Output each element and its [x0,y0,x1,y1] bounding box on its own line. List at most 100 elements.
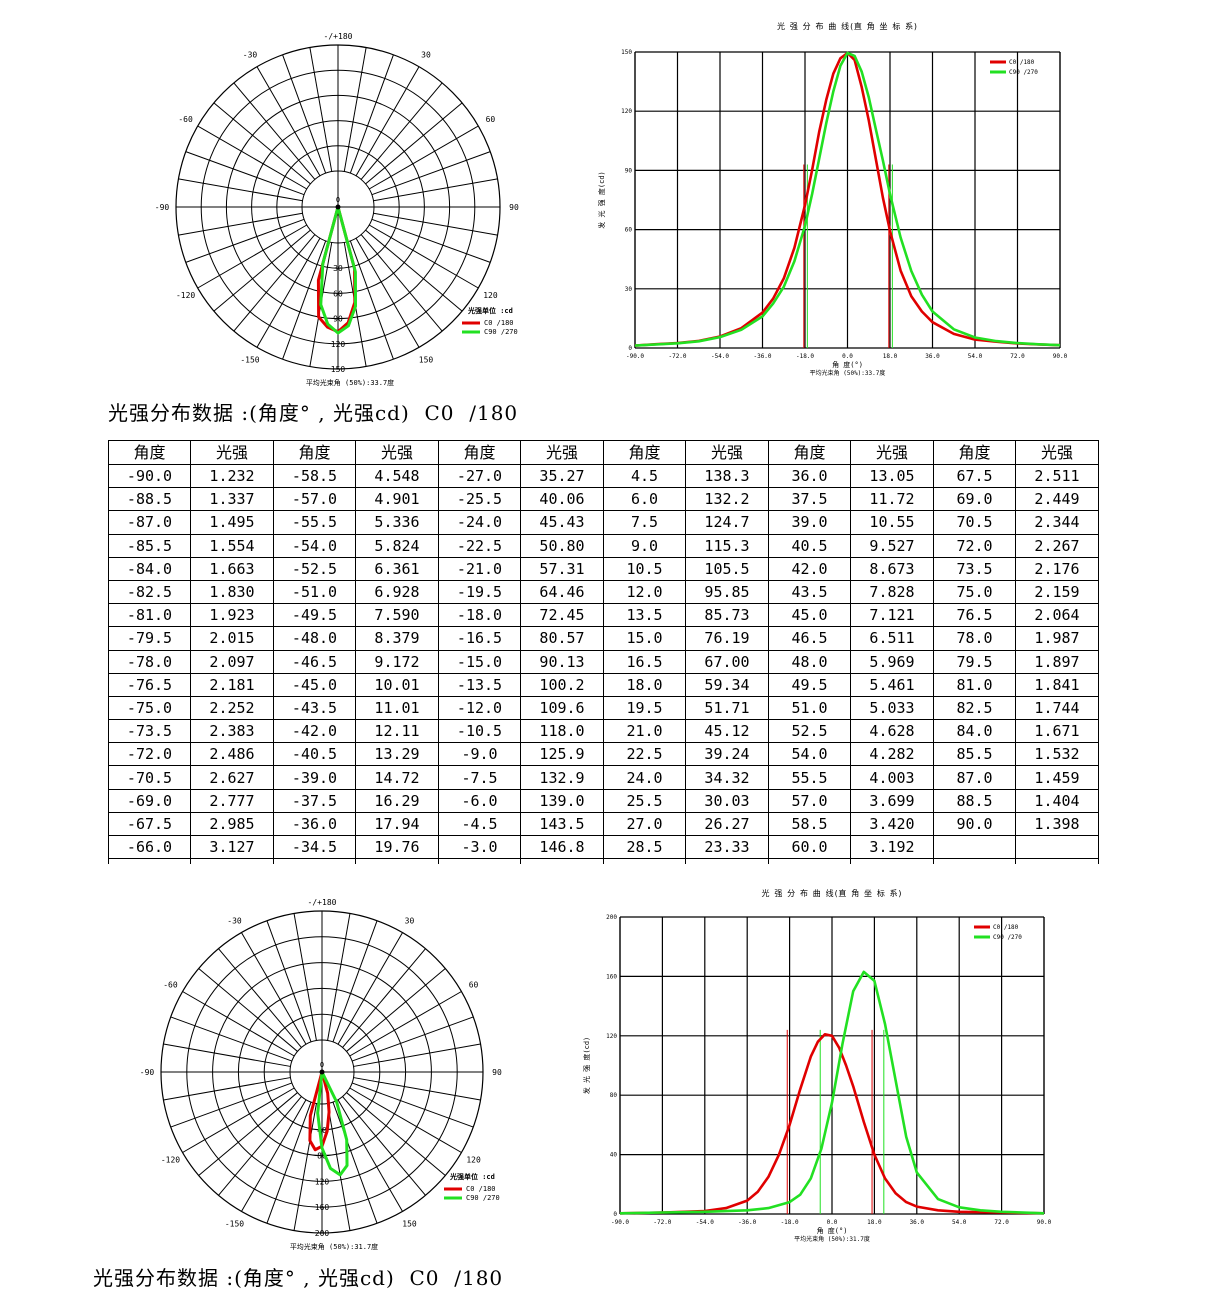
table-row: -76.5 2.181 -45.0 10.01 -13.5 100.2 18.0 59.34 4… [108,672,1099,697]
table-cell: -42.0 [273,719,356,744]
legend-entry: C90 /270 [1009,69,1038,76]
table-cell: -10.5 [438,719,521,744]
polar-series-curve [319,205,358,335]
polar-angle-label: -30 [227,916,242,925]
table-cell: 1.841 [1015,672,1099,697]
table-cell: 76.5 [933,603,1016,628]
polar-spoke [368,224,479,289]
y-tick-label: 120 [606,1033,617,1040]
table-row: -85.5 1.554 -54.0 5.824 -22.5 50.80 9.0 115.3 40… [108,533,1099,558]
table-cell: 139.0 [520,788,604,813]
table-cell: 46.5 [768,626,851,651]
table-cell: 79.5 [933,649,1016,674]
polar-angle-label: -150 [225,1220,244,1229]
table-cell: 1.987 [1015,626,1099,651]
polar-radial-label: 120 [315,1177,330,1186]
polar-spoke [346,1092,446,1176]
table-cell: -52.5 [273,556,356,581]
table-cell: -87.0 [108,510,191,535]
table-cell: -49.5 [273,603,356,628]
table-cell: -78.0 [108,649,191,674]
table-row: -90.0 1.232 -58.5 4.548 -27.0 35.27 4.5 138.3 36… [108,463,1099,489]
legend-entry: C90 /270 [484,328,518,336]
chart-title: 光 强 分 布 曲 线(直 角 坐 标 系) [762,888,903,898]
table-cell: 14.72 [355,765,439,790]
polar-spoke [355,237,420,348]
table-cell: -67.5 [108,811,191,837]
table-cell: -72.0 [108,742,191,767]
table-cell [933,858,1016,864]
table-cell: 2.176 [1015,556,1099,581]
table-cell: 67.5 [933,463,1016,489]
table-cell: 2.181 [190,672,274,697]
table-cell: 7.828 [850,579,934,605]
x-tick-label: -54.0 [711,353,729,360]
table-cell: 16.29 [355,788,439,813]
polar-spoke [197,125,308,190]
polar-angle-label: 150 [419,355,434,364]
table-cell: -64.5 [108,858,191,864]
polar-spoke [327,913,351,1041]
table-cell [1015,858,1099,864]
table-cell: 124.7 [685,510,769,535]
polar-radial-label: 200 [315,1229,330,1238]
table-cell: 73.5 [933,556,1016,581]
polar-spoke [178,212,303,236]
table-cell: 40.06 [520,487,604,512]
beam-angle-text: 平均光束角 (50%):31.7度 [290,1242,378,1251]
table-cell: 105.5 [685,556,769,581]
table-cell: 36.0 [768,463,851,489]
table-cell: 9.527 [850,533,934,558]
table-cell: 58.5 [768,811,851,837]
polar-spoke [337,932,403,1045]
polar-spoke [353,1043,481,1067]
table-cell: 2.777 [190,788,274,813]
beam-angle-text: 平均光束角 (50%):33.7度 [306,378,394,387]
table-cell: 72.0 [933,533,1016,558]
polar-spoke [241,932,307,1045]
x-tick-label: 0.0 [827,1219,838,1226]
table-cell: 88.5 [933,788,1016,813]
table-cell: -33.0 [273,858,356,864]
table-cell: -48.0 [273,626,356,651]
table-cell: 4.5 [603,463,686,489]
y-tick-label: 80 [610,1092,618,1099]
table-cell: -79.5 [108,626,191,651]
legend-entry: C0 /180 [484,319,514,327]
table-row: -84.0 1.663 -52.5 6.361 -21.0 57.31 10.5 105.5 4… [108,556,1099,581]
polar-spoke [365,102,463,185]
table-cell: 2.511 [1015,463,1099,489]
table-row: -73.5 2.383 -42.0 12.11 -10.5 118.0 21.0 45.12 5… [108,719,1099,744]
table-row: -75.0 2.252 -43.5 11.01 -12.0 109.6 19.5 51.71 5… [108,695,1099,721]
table-column-header: 光强 [190,440,274,465]
table-cell: 2.015 [190,626,274,651]
table-cell: 3.192 [850,834,934,860]
polar-radial-label: 120 [331,340,346,349]
table-cell: 4.628 [850,719,934,744]
table-cell: 132.2 [685,487,769,512]
polar-radial-label: 0 [320,1061,324,1069]
x-axis-label: 角 度(°) [832,360,863,369]
polar-spoke [342,948,426,1048]
polar-spoke [365,229,463,312]
beam-angle-text: 平均光束角 (50%):31.7度 [794,1235,870,1243]
table-cell: 17.94 [355,811,439,837]
polar-radial-label: 0 [336,196,340,204]
table-cell: 2.486 [190,742,274,767]
table-cell: -55.5 [273,510,356,535]
polar-top-label: -/+180 [308,898,337,907]
polar-series-curve [316,1070,349,1177]
table-cell: 18.0 [603,672,686,697]
polar-spoke [182,1087,295,1153]
table-cell: 3.127 [190,834,274,860]
table-cell: -7.5 [438,765,521,790]
polar-chart-2: -/+180 -150 150 -120 120 -90 90 -60 60 -30 30 0 40 80… [140,898,502,1251]
x-tick-label: 36.0 [910,1219,925,1226]
table-cell: 67.00 [685,649,769,674]
table-column-header: 角度 [273,440,356,465]
polar-spoke [256,66,321,177]
table-cell: 125.9 [520,742,604,767]
table-cell: 81.0 [933,672,1016,697]
table-cell: 39.0 [768,510,851,535]
polar-spoke [360,82,443,180]
